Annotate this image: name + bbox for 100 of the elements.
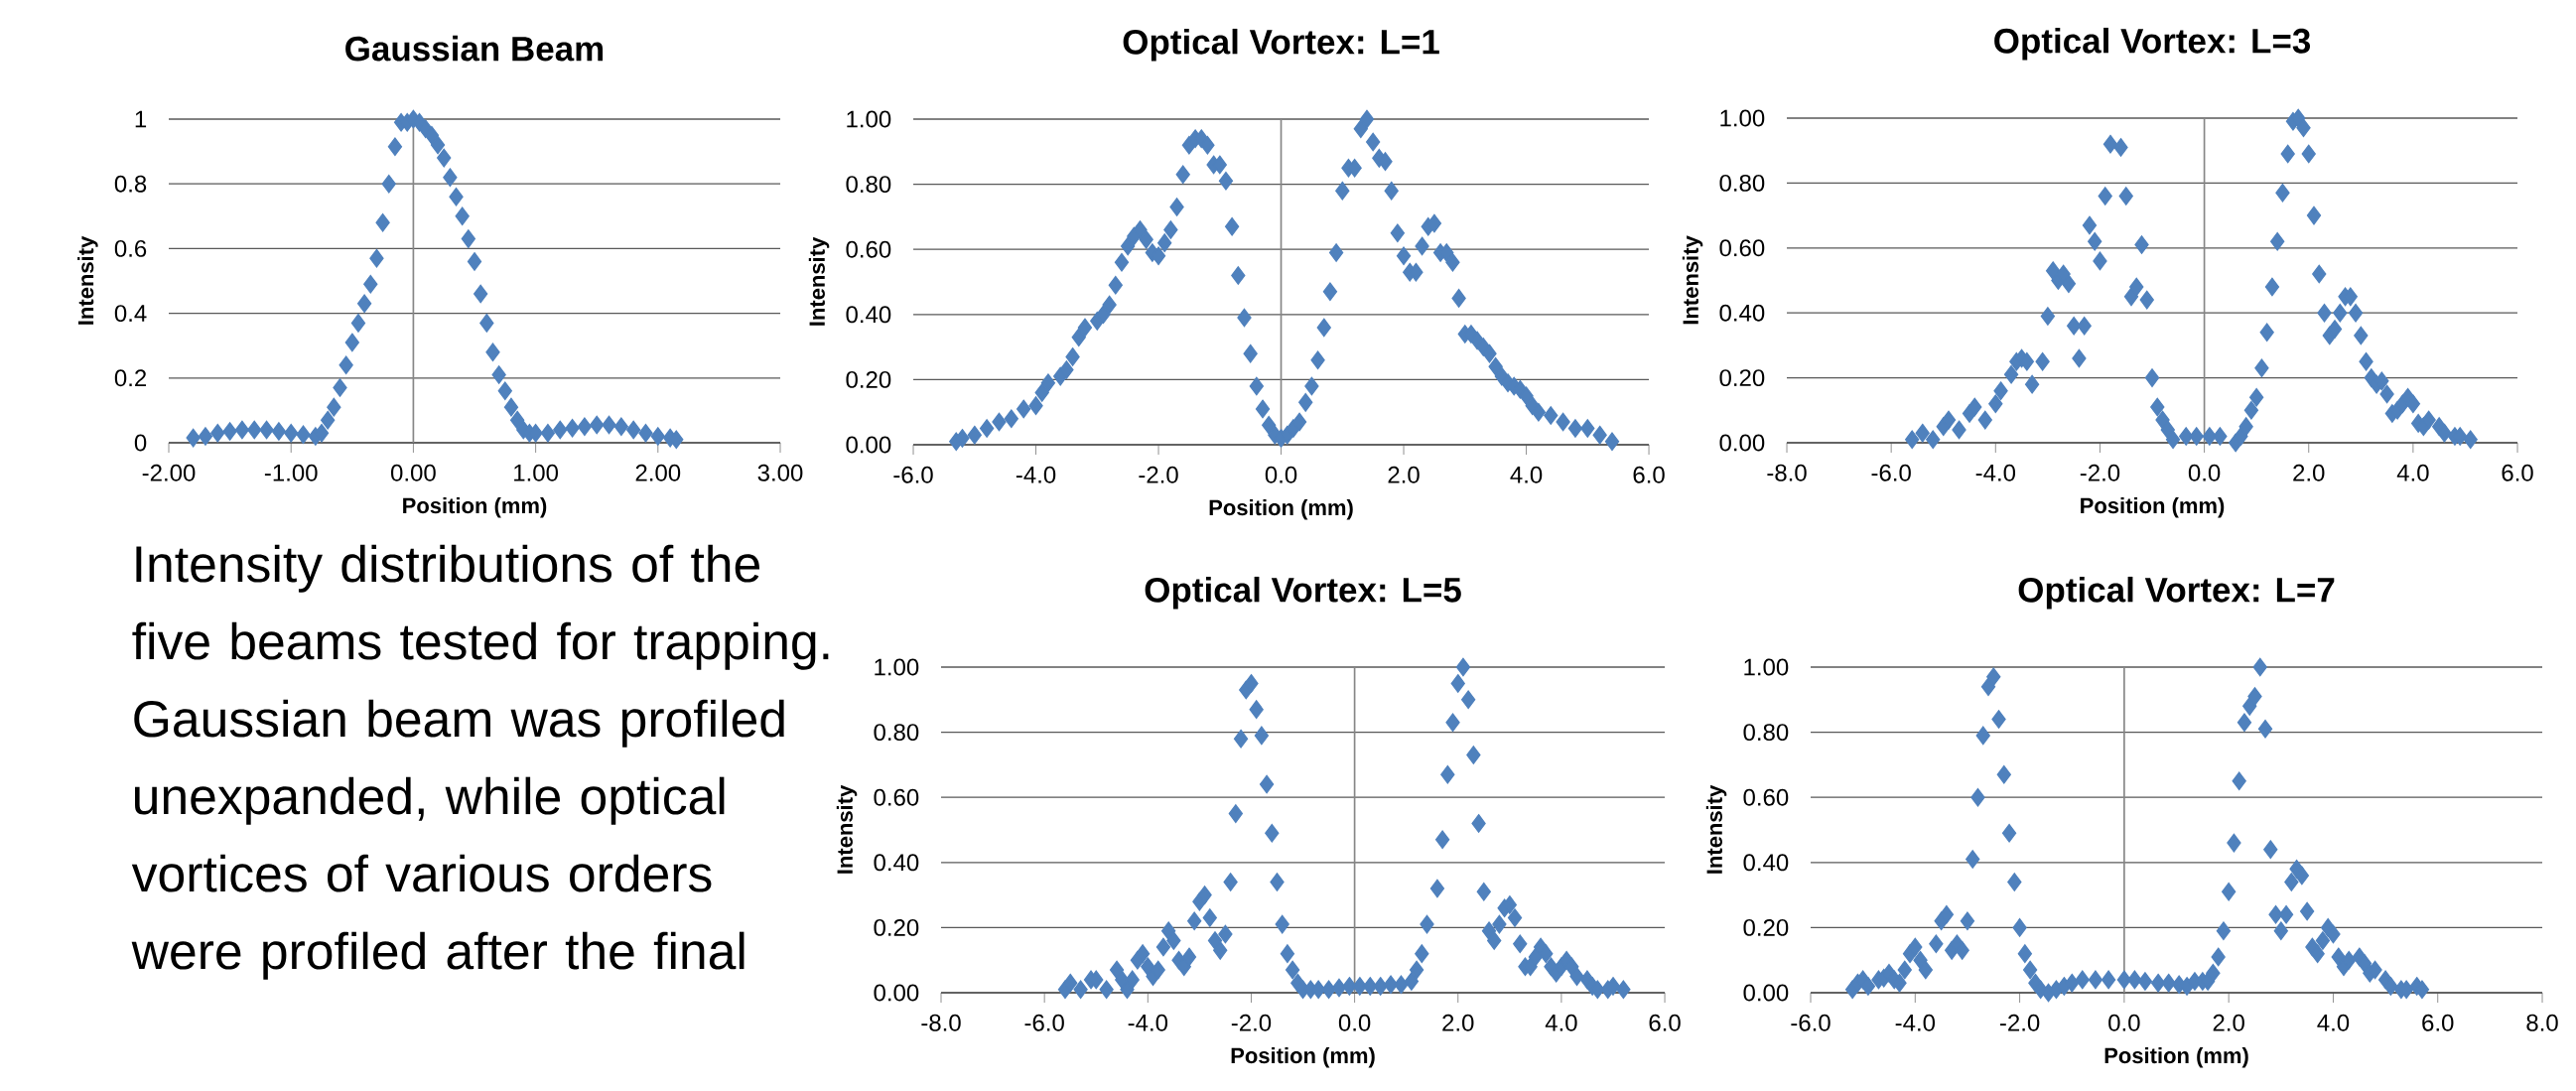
y-tick-label: 0.60 — [1743, 788, 1789, 806]
x-axis-title: Position (mm) — [1209, 498, 1353, 520]
chart-title: Optical Vortex: L=1 — [1123, 28, 1439, 62]
point — [577, 417, 593, 437]
point — [479, 314, 494, 333]
x-tick-label: 8.0 — [2526, 1014, 2558, 1031]
x-tick-label: -6.0 — [893, 466, 933, 483]
x-axis-title: Position (mm) — [403, 496, 547, 518]
x-axis-title: Position (mm) — [2081, 496, 2225, 518]
x-tick-label: 2.0 — [1388, 466, 1420, 483]
x-tick-label: -1.00 — [264, 464, 318, 481]
x-tick-label: -8.0 — [921, 1014, 961, 1031]
y-tick-label: 0.80 — [874, 724, 919, 742]
x-tick-label: 2.00 — [635, 464, 681, 481]
y-tick-label: 0.6 — [114, 239, 147, 257]
point — [320, 410, 336, 430]
y-tick-label: 0.60 — [1719, 239, 1765, 257]
y-tick-label: 0.40 — [1743, 854, 1789, 872]
point — [461, 229, 476, 248]
y-tick-label: 0.4 — [114, 305, 147, 323]
point — [314, 423, 330, 443]
point — [503, 397, 519, 417]
point — [350, 314, 366, 333]
point — [565, 418, 580, 438]
x-tick-label: 6.0 — [2422, 1014, 2454, 1031]
point — [669, 430, 684, 450]
point — [497, 381, 512, 401]
x-tick-label: -2.0 — [1231, 1014, 1272, 1031]
point — [247, 420, 262, 440]
point — [344, 333, 359, 352]
x-tick-label: 4.0 — [1510, 466, 1543, 483]
chart-title: Optical Vortex: L=5 — [1145, 576, 1461, 610]
chart-title: Optical Vortex: L=3 — [1994, 27, 2311, 61]
y-tick-label: 1 — [135, 110, 147, 128]
x-tick-label: 0.0 — [1265, 466, 1297, 483]
y-tick-label: 0.80 — [1743, 724, 1789, 742]
point — [590, 415, 605, 435]
x-tick-label: 6.0 — [1649, 1014, 1681, 1031]
x-tick-label: -4.0 — [1128, 1014, 1168, 1031]
x-tick-label: -2.0 — [1999, 1014, 2040, 1031]
y-tick-label: 0.00 — [874, 984, 919, 1002]
point — [473, 284, 488, 304]
point — [430, 135, 446, 155]
point — [296, 425, 311, 445]
text: Intensity distributions of the five beams tested for trapping. Gaussian beam was profiled unexpanded, while optical vortices of various orders were profiled after the final — [131, 544, 829, 980]
x-tick-label: -6.0 — [1871, 464, 1911, 481]
point — [375, 212, 390, 232]
x-tick-label: 0.0 — [2188, 464, 2221, 481]
y-tick-label: 0.00 — [846, 436, 891, 454]
point — [186, 428, 201, 448]
y-tick-label: 0.20 — [1719, 369, 1765, 387]
y-tick-label: 0.60 — [874, 788, 919, 806]
x-tick-label: 2.0 — [2293, 464, 2325, 481]
point — [638, 423, 653, 443]
y-tick-label: 1.00 — [1744, 658, 1789, 676]
y-tick-label: 0.40 — [874, 854, 919, 872]
x-tick-label: -4.0 — [1895, 1014, 1936, 1031]
y-tick-label: 0.80 — [846, 176, 891, 194]
y-tick-label: 1.00 — [875, 658, 919, 676]
y-tick-label: 0.8 — [114, 175, 147, 193]
point — [198, 427, 213, 446]
chart-title: Gaussian Beam — [345, 35, 604, 62]
point — [485, 342, 500, 362]
x-tick-label: 4.0 — [2317, 1014, 2350, 1031]
point — [613, 417, 629, 437]
y-axis-title: Intensity — [77, 235, 98, 325]
point — [449, 187, 464, 206]
point — [437, 148, 452, 168]
x-tick-label: -4.0 — [1016, 466, 1056, 483]
x-tick-label: 4.0 — [1545, 1014, 1577, 1031]
x-axis-title: Position (mm) — [2104, 1046, 2248, 1068]
point — [509, 410, 525, 430]
x-tick-label: 1.00 — [514, 464, 558, 481]
x-tick-label: -6.0 — [1024, 1014, 1064, 1031]
y-axis-title: Intensity — [808, 236, 830, 326]
point — [222, 422, 237, 441]
point — [455, 206, 470, 226]
point — [369, 248, 384, 268]
x-tick-label: -4.0 — [1975, 464, 2016, 481]
y-tick-label: 0.20 — [874, 918, 919, 936]
y-tick-label: 1.00 — [1720, 109, 1765, 127]
point — [491, 365, 506, 384]
point — [234, 420, 250, 440]
point — [424, 125, 440, 145]
point — [540, 423, 556, 443]
point — [333, 378, 347, 397]
point — [650, 427, 665, 446]
point — [210, 423, 225, 443]
point — [625, 420, 641, 440]
x-tick-label: 4.0 — [2396, 464, 2429, 481]
x-tick-label: 6.0 — [1633, 466, 1665, 483]
y-tick-label: 0.40 — [846, 306, 891, 324]
x-tick-label: 6.0 — [2502, 464, 2533, 481]
point — [467, 252, 482, 271]
y-axis-title: Intensity — [1682, 235, 1703, 325]
point — [443, 168, 458, 188]
point — [259, 420, 274, 440]
y-tick-label: 0.2 — [114, 369, 147, 387]
x-tick-label: -6.0 — [1791, 1014, 1830, 1031]
y-tick-label: 0 — [134, 434, 147, 452]
